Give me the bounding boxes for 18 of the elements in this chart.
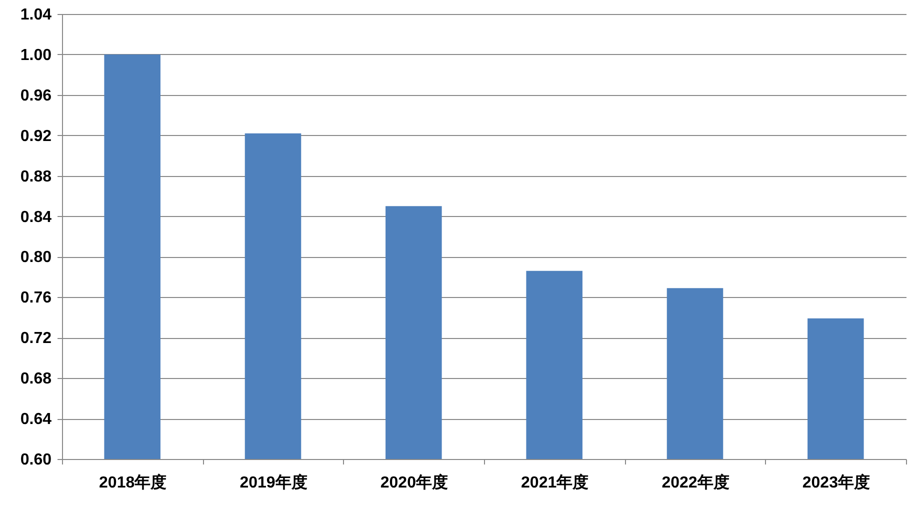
x-tick-label: 2021年度 <box>521 472 589 492</box>
y-tick-label: 0.88 <box>20 168 52 186</box>
x-tick-label: 2020年度 <box>380 472 448 492</box>
y-tick-label: 1.00 <box>20 46 52 64</box>
y-tick-label: 0.60 <box>20 452 52 468</box>
y-tick-label: 0.76 <box>20 290 52 307</box>
x-tick-label: 2018年度 <box>99 472 167 492</box>
y-tick-label: 0.84 <box>20 208 52 226</box>
y-tick-label: 0.64 <box>20 411 52 428</box>
y-tick-label: 0.92 <box>20 128 52 145</box>
y-tick-label: 0.68 <box>20 370 52 388</box>
y-tick-label: 0.80 <box>20 249 52 266</box>
y-tick-label: 0.72 <box>20 330 52 348</box>
y-tick-label: 1.04 <box>20 6 52 24</box>
x-tick-label: 2022年度 <box>662 472 730 492</box>
x-tick-label: 2023年度 <box>802 472 870 492</box>
y-tick-label: 0.96 <box>20 87 52 104</box>
x-tick-label: 2019年度 <box>240 472 308 492</box>
